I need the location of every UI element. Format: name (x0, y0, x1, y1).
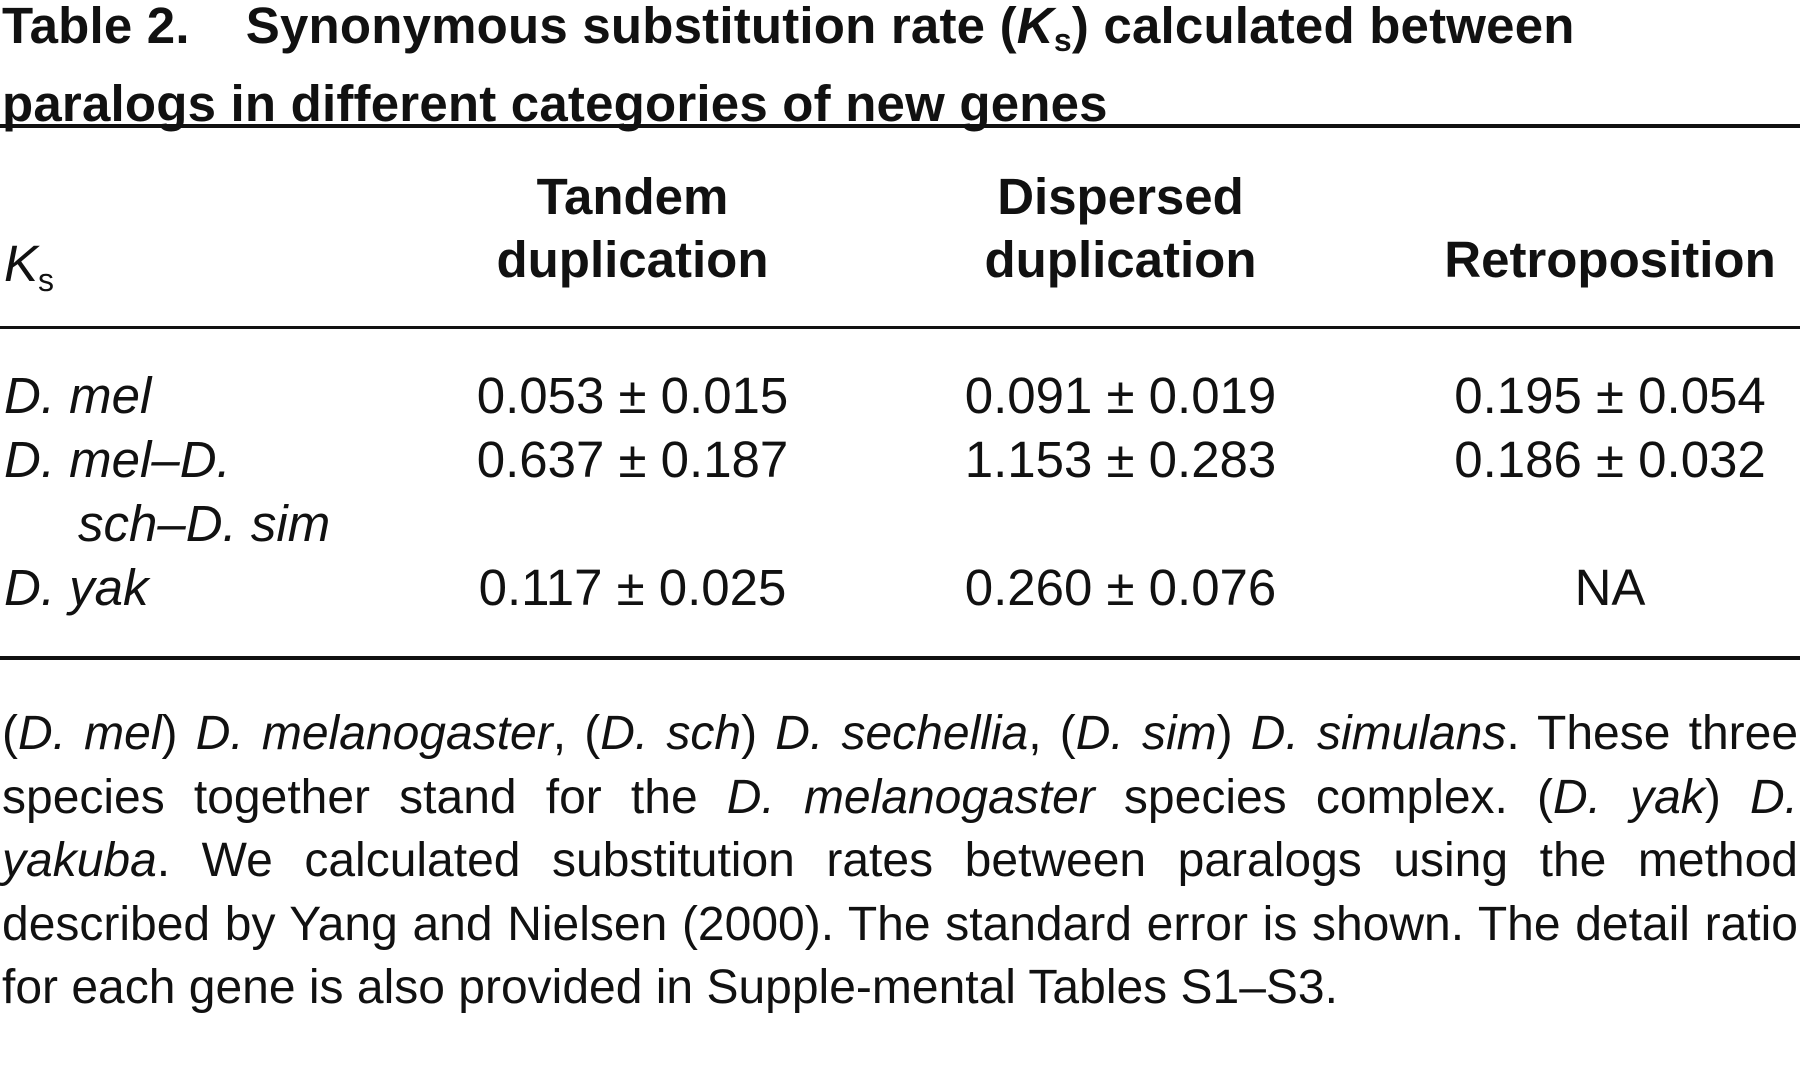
footnote-text: ) (1216, 707, 1251, 760)
row-label-d-yak: D. yak (4, 559, 149, 616)
cell-d-mel-dispersed: 0.091 ± 0.019 (964, 367, 1277, 424)
bottom-rule (0, 656, 1800, 660)
header-retroposition: Retroposition (1402, 228, 1800, 291)
footnote-text: , ( (1028, 707, 1076, 760)
ks-symbol: K (4, 235, 39, 292)
footnote-text: ) (161, 707, 196, 760)
footnote-text: ) (741, 707, 776, 760)
header-dispersed-line2: duplication (984, 231, 1257, 288)
header-tandem-line2: duplication (496, 231, 769, 288)
footnote-species: D. melanogaster (726, 770, 1095, 824)
table-label: Table 2. (2, 0, 190, 54)
footnote-text: , ( (552, 707, 601, 760)
header-tandem-duplication: Tandem duplication (430, 165, 835, 291)
cell-d-yak-tandem: 0.117 ± 0.025 (478, 559, 787, 616)
footnote-species: D. yak (1553, 770, 1705, 824)
header-dispersed-duplication: Dispersed duplication (918, 165, 1323, 291)
footnote-species: D. sim (1075, 707, 1217, 760)
title-subscript: s (1053, 22, 1072, 58)
footnote-text: ( (2, 707, 18, 760)
row-label-d-mel-sch-sim-line1: D. mel–D. (4, 431, 231, 488)
footnote-text: species complex. ( (1094, 770, 1554, 824)
cell-d-mel-sch-sim-dispersed: 1.153 ± 0.283 (964, 431, 1277, 488)
cell-d-yak-dispersed: 0.260 ± 0.076 (964, 559, 1277, 616)
top-rule (0, 124, 1800, 128)
footnote-species: D. sch (600, 707, 742, 760)
ks-subscript: s (38, 262, 55, 298)
cell-d-yak-retroposition: NA (1574, 559, 1646, 616)
table-footnote: (D. mel) D. melanogaster, (D. sch) D. se… (2, 702, 1798, 1020)
ks-column-header: Ks (4, 232, 54, 312)
footnote-text: . We calculated substitution rates betwe… (2, 834, 1798, 1014)
cell-d-mel-sch-sim-retroposition: 0.186 ± 0.032 (1454, 431, 1766, 488)
footnote-text: ) (1704, 770, 1751, 824)
cell-d-mel-retroposition: 0.195 ± 0.054 (1454, 367, 1766, 424)
header-dispersed-line1: Dispersed (997, 168, 1244, 225)
title-symbol: K (1016, 0, 1054, 54)
header-retroposition-label: Retroposition (1444, 231, 1776, 288)
header-tandem-line1: Tandem (536, 168, 729, 225)
footnote-species: D. melanogaster (195, 707, 553, 760)
row-label-d-mel: D. mel (4, 367, 152, 424)
cell-d-mel-tandem: 0.053 ± 0.015 (476, 367, 789, 424)
row-label-d-mel-sch-sim-line2: sch–D. sim (78, 495, 331, 552)
title-text-start: Synonymous substitution rate ( (245, 0, 1017, 54)
footnote-species: D. simulans (1250, 707, 1507, 760)
cell-d-mel-sch-sim-tandem: 0.637 ± 0.187 (476, 431, 789, 488)
footnote-species: D. yakuba (2, 770, 1799, 888)
footnote-species: D. sechellia (775, 707, 1029, 760)
table-title: Table 2. Synonymous substitution rate (Ks… (2, 0, 1792, 135)
title-text-end: ) calculated between paralogs in differe… (2, 0, 1575, 132)
header-rule (0, 326, 1800, 329)
footnote-text: . These three species together stand for… (2, 707, 1799, 824)
footnote-species: D. mel (17, 707, 162, 760)
